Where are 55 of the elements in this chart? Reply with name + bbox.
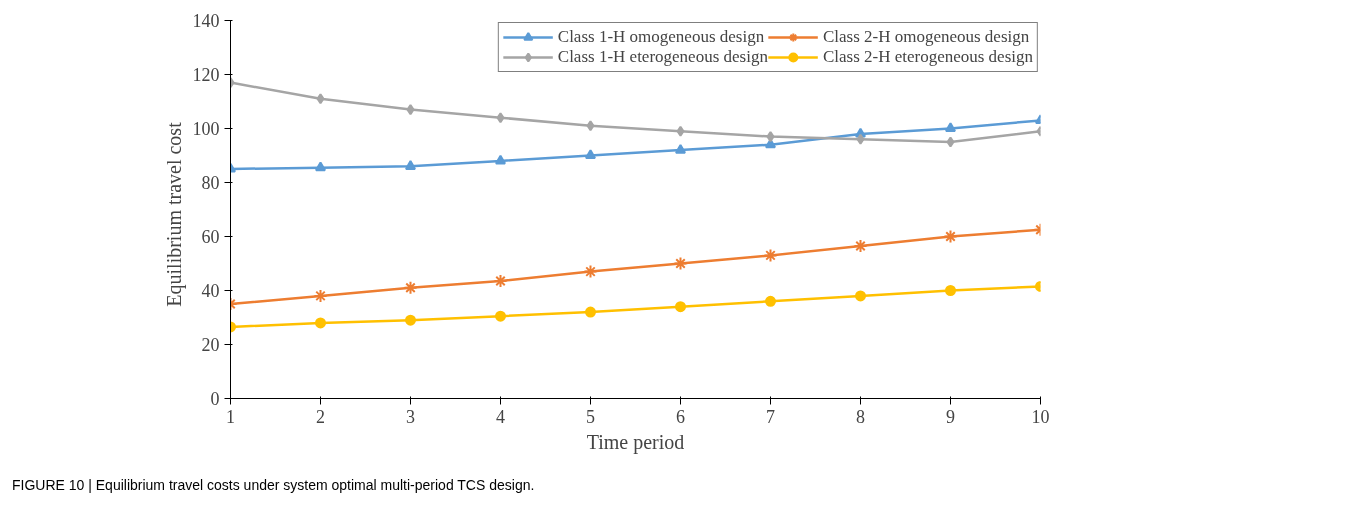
legend-label: Class 1-H eterogeneous design: [557, 47, 768, 67]
point: [315, 317, 326, 329]
point: [853, 238, 868, 253]
point: [583, 264, 598, 279]
point: [765, 295, 776, 307]
y-tick-label: 100: [192, 119, 220, 139]
point: [946, 136, 955, 148]
point: [495, 310, 506, 322]
point: [945, 122, 956, 133]
x-tick-label: 5: [586, 406, 595, 427]
legend-label: Class 2-H omogeneous design: [822, 27, 1030, 47]
point: [316, 93, 325, 105]
x-tick-label: 2: [316, 406, 325, 427]
x-axis-title: Time period: [586, 430, 685, 454]
x-tick-label: 8: [856, 406, 865, 427]
point: [586, 120, 595, 132]
y-tick-label: 120: [192, 65, 220, 85]
y-tick-label: 60: [201, 227, 220, 247]
x-tick-label: 3: [406, 406, 415, 427]
y-tick-label: 0: [210, 389, 220, 409]
y-tick-label: 140: [192, 11, 220, 31]
y-tick-label: 40: [201, 281, 220, 301]
x-tick-label: 9: [946, 406, 955, 427]
x-tick-label: 4: [496, 406, 505, 427]
x-tick-label: 10: [1031, 406, 1050, 427]
point: [943, 229, 958, 244]
point: [673, 256, 688, 271]
point: [675, 143, 686, 154]
point: [585, 306, 596, 318]
point: [585, 149, 596, 160]
point: [945, 285, 956, 296]
point: [405, 314, 416, 326]
point: [315, 161, 326, 172]
point: [855, 290, 866, 302]
y-tick-label: 20: [201, 335, 220, 355]
point: [675, 301, 686, 313]
legend-label: Class 2-H eterogeneous design: [822, 47, 1033, 67]
y-axis-title: Equilibrium travel cost: [162, 121, 186, 307]
x-tick-label: 6: [676, 406, 685, 427]
point: [763, 248, 778, 263]
point: [856, 133, 865, 145]
point: [313, 288, 328, 303]
x-tick-label: 1: [226, 406, 235, 427]
y-tick-label: 80: [201, 173, 220, 193]
legend-label: Class 1-H omogeneous design: [557, 27, 765, 47]
point: [766, 131, 775, 143]
point: [495, 154, 506, 165]
x-tick-label: 7: [766, 406, 775, 427]
caption: FIGURE 10 | Equilibrium travel costs under system optimal multi-period TCS design.: [12, 476, 535, 495]
point: [496, 112, 505, 124]
point: [676, 125, 685, 137]
point: [405, 160, 416, 170]
point: [406, 104, 415, 116]
point: [403, 280, 418, 295]
point: [493, 274, 508, 289]
